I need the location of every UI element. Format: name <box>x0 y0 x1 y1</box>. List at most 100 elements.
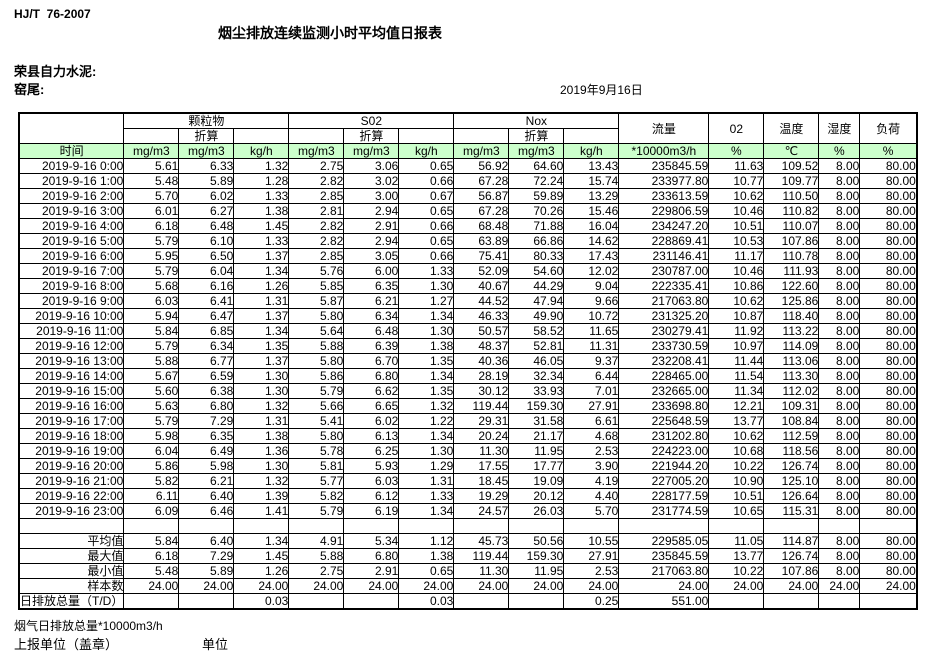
value-cell: 7.29 <box>178 548 235 564</box>
sub-header-converted-nox: 折算 <box>508 128 565 144</box>
value-cell: 19.29 <box>453 488 510 504</box>
unit-cell: kg/h <box>233 143 290 159</box>
value-cell: 5.86 <box>123 458 180 474</box>
value-cell: 5.78 <box>288 443 345 459</box>
value-cell: 80.00 <box>859 218 918 234</box>
value-cell: 64.60 <box>508 158 565 174</box>
value-cell: 234247.20 <box>618 218 710 234</box>
value-cell: 8.00 <box>818 473 861 489</box>
value-cell: 50.56 <box>508 533 565 549</box>
value-cell: 5.86 <box>288 368 345 384</box>
value-cell: 5.66 <box>288 398 345 414</box>
unit-cell-temperature: ℃ <box>763 143 820 159</box>
value-cell: 113.30 <box>763 368 820 384</box>
value-cell: 8.00 <box>818 533 861 549</box>
value-cell: 18.45 <box>453 473 510 489</box>
value-cell: 1.33 <box>233 233 290 249</box>
row-label-cell: 2019-9-16 12:00 <box>18 338 125 354</box>
value-cell: 110.82 <box>763 203 820 219</box>
value-cell: 32.34 <box>508 368 565 384</box>
value-cell: 6.38 <box>178 383 235 399</box>
unit-cell: mg/m3 <box>288 143 345 159</box>
value-cell: 80.00 <box>859 443 918 459</box>
summary-row: 最大值 6.18 7.29 1.45 5.88 6.80 1.38 119.44 159.30 2… <box>18 548 918 564</box>
value-cell: 6.02 <box>178 188 235 204</box>
value-cell: 6.80 <box>343 548 400 564</box>
value-cell: 6.35 <box>343 278 400 294</box>
value-cell <box>178 518 235 534</box>
value-cell: 1.37 <box>233 353 290 369</box>
value-cell: 9.04 <box>563 278 620 294</box>
value-cell <box>233 518 290 534</box>
value-cell: 52.09 <box>453 263 510 279</box>
value-cell: 1.32 <box>233 473 290 489</box>
value-cell: 24.00 <box>563 578 620 594</box>
value-cell: 230787.00 <box>618 263 710 279</box>
value-cell: 24.00 <box>178 578 235 594</box>
value-cell: 5.80 <box>288 308 345 324</box>
value-cell: 4.40 <box>563 488 620 504</box>
value-cell: 40.36 <box>453 353 510 369</box>
value-cell: 1.35 <box>233 338 290 354</box>
value-cell: 107.86 <box>763 563 820 579</box>
company-name: 荣县自力水泥: <box>14 64 97 79</box>
value-cell: 3.90 <box>563 458 620 474</box>
value-cell: 40.67 <box>453 278 510 294</box>
value-cell: 17.77 <box>508 458 565 474</box>
value-cell: 224223.00 <box>618 443 710 459</box>
header-row-groups: 颗粒物 S02 Nox 流量 02 温度 湿度 负荷 <box>18 112 918 144</box>
value-cell: 8.00 <box>818 428 861 444</box>
value-cell: 24.00 <box>618 578 710 594</box>
value-cell: 5.79 <box>123 233 180 249</box>
value-cell: 1.37 <box>233 248 290 264</box>
value-cell: 11.54 <box>708 368 765 384</box>
value-cell: 1.34 <box>398 308 455 324</box>
spacer-row <box>18 518 918 534</box>
value-cell: 6.65 <box>343 398 400 414</box>
value-cell: 10.51 <box>708 488 765 504</box>
value-cell: 6.27 <box>178 203 235 219</box>
value-cell: 5.48 <box>123 173 180 189</box>
value-cell: 6.03 <box>343 473 400 489</box>
col-header-load: 负荷 <box>859 112 918 144</box>
value-cell: 8.00 <box>818 263 861 279</box>
value-cell: 6.59 <box>178 368 235 384</box>
value-cell: 8.00 <box>818 158 861 174</box>
value-cell: 6.80 <box>343 368 400 384</box>
value-cell: 24.00 <box>708 578 765 594</box>
row-label-cell: 2019-9-16 8:00 <box>18 278 125 294</box>
value-cell: 2.75 <box>288 563 345 579</box>
row-label-cell: 2019-9-16 2:00 <box>18 188 125 204</box>
row-label-cell: 2019-9-16 4:00 <box>18 218 125 234</box>
value-cell: 1.28 <box>233 173 290 189</box>
value-cell: 11.34 <box>708 383 765 399</box>
row-label-cell: 2019-9-16 20:00 <box>18 458 125 474</box>
unit-cell: mg/m3 <box>343 143 400 159</box>
value-cell: 11.63 <box>708 158 765 174</box>
value-cell: 6.47 <box>178 308 235 324</box>
value-cell: 6.48 <box>178 218 235 234</box>
value-cell: 1.31 <box>398 473 455 489</box>
value-cell: 8.00 <box>818 173 861 189</box>
row-label-cell: 2019-9-16 1:00 <box>18 173 125 189</box>
value-cell: 113.06 <box>763 353 820 369</box>
value-cell <box>343 593 400 610</box>
row-label-cell: 日排放总量（T/D） <box>18 593 125 610</box>
value-cell: 80.00 <box>859 398 918 414</box>
value-cell: 5.87 <box>288 293 345 309</box>
value-cell: 5.94 <box>123 308 180 324</box>
value-cell: 5.95 <box>123 248 180 264</box>
value-cell: 1.32 <box>233 398 290 414</box>
value-cell <box>563 518 620 534</box>
value-cell: 1.26 <box>233 563 290 579</box>
value-cell: 80.00 <box>859 383 918 399</box>
value-cell: 112.02 <box>763 383 820 399</box>
value-cell: 70.26 <box>508 203 565 219</box>
table-row: 2019-9-16 0:00 5.61 6.33 1.32 2.75 3.06 0.65 56… <box>18 158 918 174</box>
value-cell: 1.34 <box>233 263 290 279</box>
value-cell: 1.38 <box>233 203 290 219</box>
value-cell: 6.50 <box>178 248 235 264</box>
value-cell: 6.34 <box>178 338 235 354</box>
value-cell: 80.00 <box>859 233 918 249</box>
value-cell: 231146.41 <box>618 248 710 264</box>
